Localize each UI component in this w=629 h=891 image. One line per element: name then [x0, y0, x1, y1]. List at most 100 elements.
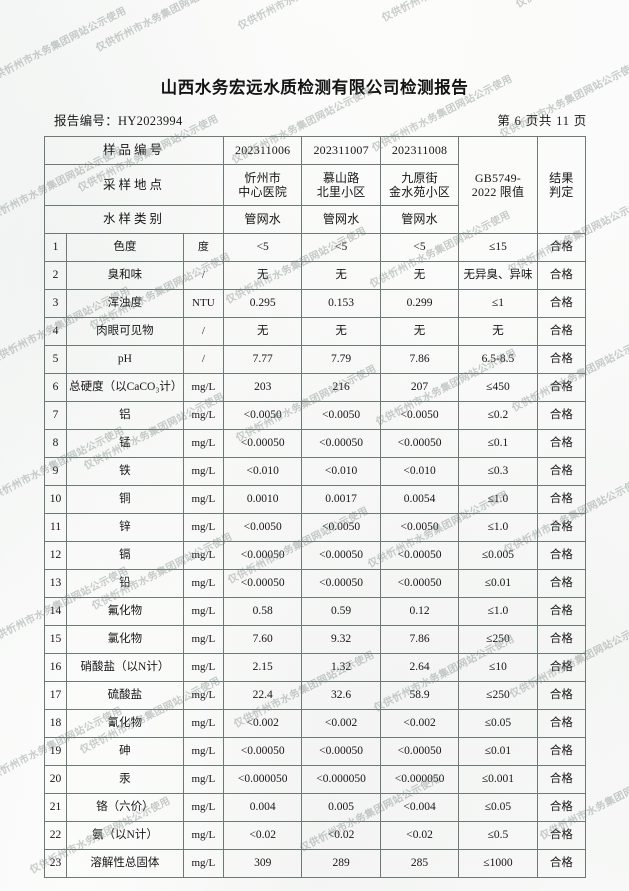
row-unit: mg/L: [182, 653, 224, 682]
row-standard-limit: ≤0.05: [458, 709, 538, 738]
row-value-3: <0.010: [379, 457, 460, 486]
row-value-1: <0.00050: [222, 429, 303, 458]
row-value-2: <0.00050: [301, 541, 381, 570]
row-value-1: 22.4: [222, 681, 303, 710]
row-standard-limit: ≤0.2: [458, 401, 538, 430]
table-row: 18 氰化物 mg/L <0.002 <0.002 <0.002 ≤0.05 合格: [43, 709, 587, 738]
row-item-name: 氯化物: [66, 625, 184, 654]
row-value-2: <0.0050: [301, 401, 381, 430]
row-standard-limit: ≤10: [458, 653, 538, 682]
row-value-3: <0.00050: [379, 429, 460, 458]
table-row: 20 汞 mg/L <0.000050 <0.000050 <0.000050 ≤0.001…: [43, 765, 587, 794]
row-index: 23: [43, 849, 68, 878]
report-number-label: 报告编号：: [54, 114, 119, 128]
table-row: 16 硝酸盐（以N计） mg/L 2.15 1.32 2.64 ≤10 合格: [43, 653, 587, 682]
row-unit: 度: [182, 233, 224, 262]
row-verdict: 合格: [536, 317, 587, 346]
row-value-2: 0.59: [301, 597, 381, 626]
row-verdict: 合格: [536, 821, 587, 850]
row-value-1: <0.000050: [222, 765, 303, 794]
row-item-name: 氰化物: [66, 709, 184, 738]
row-verdict: 合格: [536, 737, 587, 766]
row-value-3: <0.0050: [379, 401, 460, 430]
row-standard-limit: ≤0.3: [458, 457, 538, 486]
row-standard-limit: 无: [458, 317, 538, 346]
table-row: 12 镉 mg/L <0.00050 <0.00050 <0.00050 ≤0.005 合格: [43, 541, 587, 570]
row-standard-limit: ≤0.005: [458, 541, 538, 570]
row-value-3: <0.00050: [379, 737, 460, 766]
row-unit: mg/L: [182, 821, 224, 850]
row-value-3: 0.12: [379, 597, 460, 626]
row-item-name: 臭和味: [66, 261, 184, 290]
row-unit: mg/L: [182, 849, 224, 878]
row-verdict: 合格: [536, 625, 587, 654]
row-value-3: <0.004: [379, 793, 460, 822]
page-indicator: 第 6 页共 11 页: [497, 114, 587, 128]
row-value-3: <0.000050: [379, 765, 460, 794]
row-item-name: 氟化物: [66, 597, 184, 626]
row-item-name: 铁: [66, 457, 184, 486]
row-index: 17: [43, 681, 68, 710]
table-row: 8 锰 mg/L <0.00050 <0.00050 <0.00050 ≤0.1 合格: [43, 429, 587, 458]
row-unit: mg/L: [182, 541, 224, 570]
header-sample-no-label: 样品编号: [44, 136, 224, 165]
row-index: 9: [43, 457, 68, 486]
row-verdict: 合格: [536, 485, 587, 514]
water-quality-table: 样品编号 202311006 202311007 202311008 GB5749- 20…: [43, 136, 587, 878]
row-value-3: <0.0050: [379, 513, 460, 542]
row-value-1: 无: [222, 261, 303, 290]
row-value-2: <0.02: [301, 821, 381, 850]
row-index: 11: [43, 513, 68, 542]
table-row: 13 铅 mg/L <0.00050 <0.00050 <0.00050 ≤0.01 合格: [43, 569, 587, 598]
header-sample-no-3: 202311008: [379, 136, 460, 165]
table-row: 6 总硬度（以CaCO₃计） mg/L 203 216 207 ≤450 合格: [43, 373, 587, 402]
row-verdict: 合格: [536, 289, 587, 318]
row-value-1: 203: [222, 373, 303, 402]
row-value-1: 7.60: [222, 625, 303, 654]
row-standard-limit: ≤0.1: [458, 429, 538, 458]
row-value-2: 无: [301, 317, 381, 346]
table-row: 19 砷 mg/L <0.00050 <0.00050 <0.00050 ≤0.01 合格: [43, 737, 587, 766]
row-value-1: <0.00050: [222, 737, 303, 766]
row-unit: mg/L: [182, 373, 224, 402]
row-index: 7: [43, 401, 68, 430]
header-sampling-site-label: 采样地点: [44, 164, 224, 206]
row-value-2: <0.00050: [301, 569, 381, 598]
header-sample-no-1: 202311006: [222, 136, 303, 165]
row-value-1: 无: [222, 317, 303, 346]
page-title: 山西水务宏远水质检测有限公司检测报告: [160, 78, 469, 97]
row-value-2: 216: [301, 373, 381, 402]
table-row: 17 硫酸盐 mg/L 22.4 32.6 58.9 ≤250 合格: [43, 681, 587, 710]
row-index: 8: [43, 429, 68, 458]
row-value-2: 32.6: [301, 681, 381, 710]
row-item-name: 硫酸盐: [66, 681, 184, 710]
row-verdict: 合格: [536, 849, 587, 878]
table-header-row-sampling-site: 采样地点 忻州市 中心医院 慕山路 北里小区 九原街 金水苑小区: [44, 164, 586, 206]
row-verdict: 合格: [536, 541, 587, 570]
row-item-name: 铬（六价）: [66, 793, 184, 822]
table-row: 11 锌 mg/L <0.0050 <0.0050 <0.0050 ≤1.0 合格: [43, 513, 587, 542]
row-unit: mg/L: [182, 709, 224, 738]
row-verdict: 合格: [536, 765, 587, 794]
row-index: 1: [43, 233, 68, 262]
table-row: 7 铝 mg/L <0.0050 <0.0050 <0.0050 ≤0.2 合格: [43, 401, 587, 430]
header-sampling-site-1: 忻州市 中心医院: [222, 164, 303, 206]
row-unit: NTU: [182, 289, 224, 318]
table-row: 3 浑浊度 NTU 0.295 0.153 0.299 ≤1 合格: [43, 289, 587, 318]
row-value-2: 0.153: [301, 289, 381, 318]
header-standard-limit: GB5749- 2022 限值: [458, 136, 538, 234]
row-value-1: <0.010: [222, 457, 303, 486]
row-value-1: <5: [222, 233, 303, 262]
header-water-type-1: 管网水: [222, 205, 303, 234]
row-value-2: <0.00050: [301, 737, 381, 766]
row-index: 5: [43, 345, 68, 374]
row-unit: mg/L: [182, 681, 224, 710]
row-verdict: 合格: [536, 373, 587, 402]
table-row: 2 臭和味 / 无无无无异臭、异味 合格: [43, 261, 587, 290]
row-value-1: <0.002: [222, 709, 303, 738]
row-verdict: 合格: [536, 233, 587, 262]
row-item-name: 锌: [66, 513, 184, 542]
row-value-1: 0.295: [222, 289, 303, 318]
row-standard-limit: ≤1: [458, 289, 538, 318]
row-index: 12: [43, 541, 68, 570]
